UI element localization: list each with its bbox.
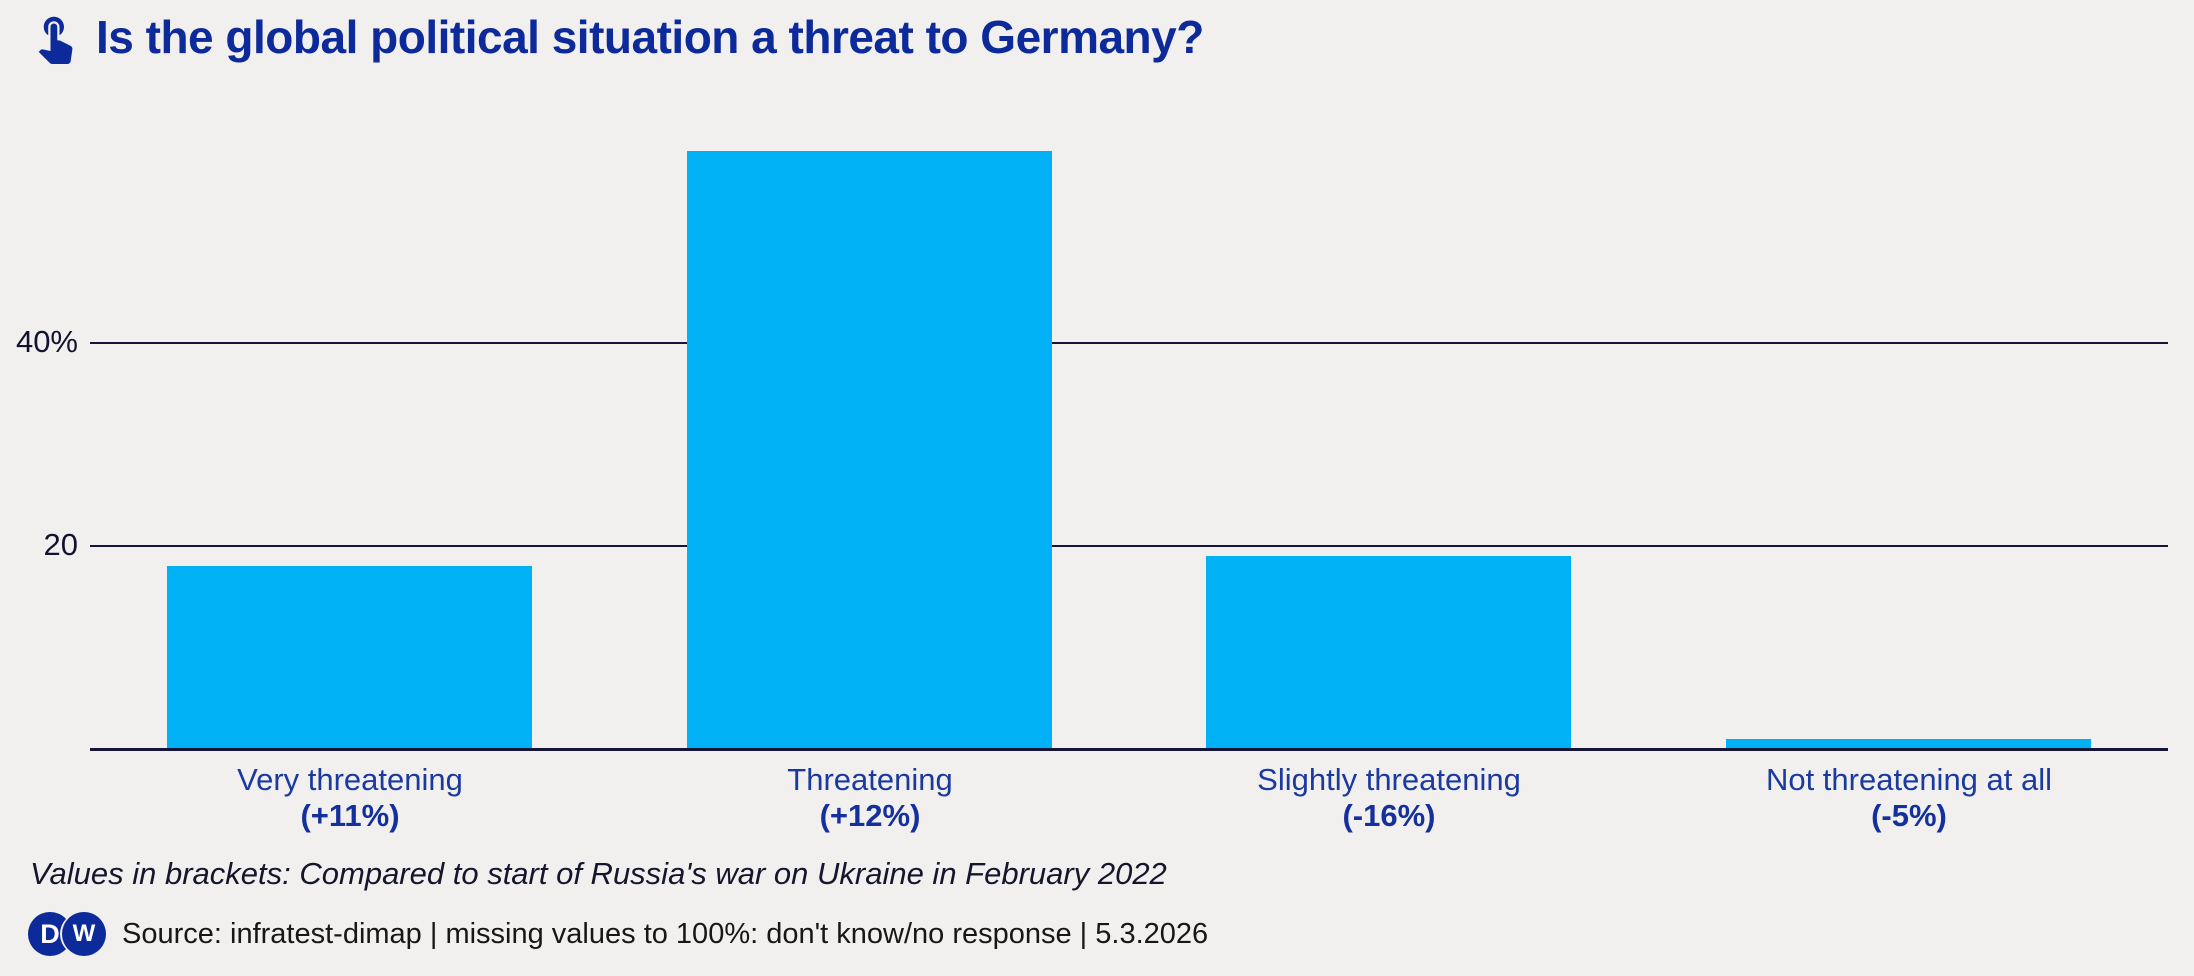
- bar: [1726, 739, 2091, 749]
- gridline-20: [90, 545, 2168, 548]
- bar: [167, 566, 532, 749]
- bar: [687, 151, 1052, 749]
- category-change: (-16%): [1342, 798, 1436, 833]
- category-name: Not threatening at all: [1765, 762, 2053, 797]
- category-name: Threatening: [787, 762, 953, 797]
- category-label: Very threatening (+11%): [90, 762, 610, 834]
- category-label: Slightly threatening (-16%): [1129, 762, 1649, 834]
- category-change: (+11%): [300, 798, 400, 833]
- dw-logo-d: D: [28, 912, 72, 956]
- source-text: Source: infratest-dimap | missing values…: [122, 917, 1209, 950]
- category-label: Not threatening at all (-5%): [1649, 762, 2169, 834]
- source-row: D W Source: infratest-dimap | missing va…: [28, 912, 1208, 956]
- touch-app-icon: [28, 10, 82, 64]
- footnote: Values in brackets: Compared to start of…: [30, 856, 1167, 891]
- category-name: Slightly threatening: [1257, 762, 1521, 797]
- gridline-40: [90, 342, 2168, 345]
- x-axis-line: [90, 748, 2168, 751]
- y-axis-label: 40%: [15, 324, 78, 360]
- category-change: (+12%): [819, 798, 921, 833]
- category-name: Very threatening: [237, 762, 463, 797]
- dw-logo-w: W: [62, 912, 106, 956]
- chart-title: Is the global political situation a thre…: [96, 11, 1204, 63]
- bar: [1206, 556, 1571, 749]
- category-label: Threatening (+12%): [610, 762, 1130, 834]
- category-change: (-5%): [1871, 798, 1947, 833]
- chart-header: Is the global political situation a thre…: [28, 10, 1204, 64]
- y-axis-label: 20: [43, 527, 78, 563]
- dw-logo: D W: [28, 912, 106, 956]
